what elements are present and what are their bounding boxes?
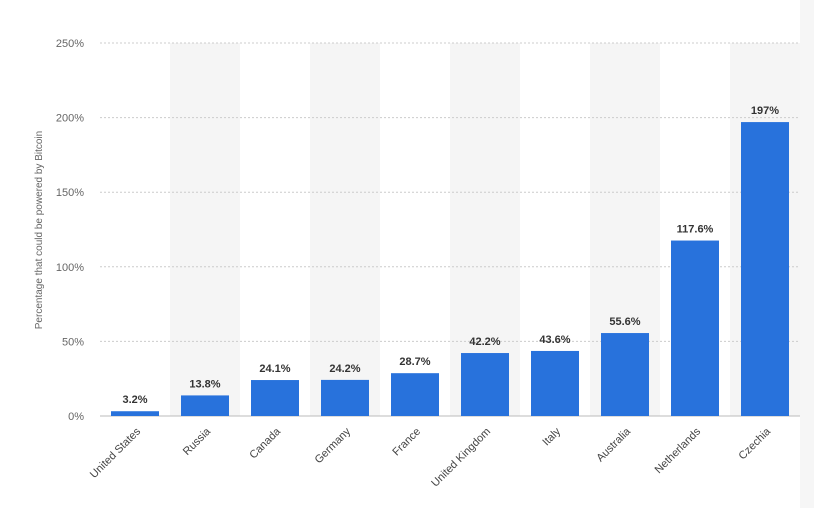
bar-czechia [741,122,789,417]
value-label: 24.1% [259,363,290,375]
value-label: 42.2% [469,336,500,348]
x-tick-label: Russia [181,425,214,458]
value-label: 24.2% [329,363,360,375]
bar-germany [321,379,369,416]
x-tick-label: Germany [313,425,354,466]
bar-russia [181,395,229,416]
bar-canada [251,380,299,416]
value-label: 3.2% [122,394,147,406]
value-label: 117.6% [677,224,714,236]
x-tick-label: Netherlands [653,425,704,476]
value-label: 197% [751,105,779,117]
x-tick-label: France [390,426,423,459]
value-label: 55.6% [609,316,640,328]
bar-united-states [111,411,159,416]
bar-netherlands [671,240,719,416]
y-tick-label: 0% [68,411,84,423]
x-tick-label: Czechia [737,425,774,462]
value-label: 43.6% [539,334,570,346]
y-axis-title: Percentage that could be powered by Bitc… [34,131,45,329]
bar-australia [601,333,649,416]
y-axis-ticks: 0% 50% 100% 150% 200% 250% [56,38,84,423]
x-tick-label: Canada [247,425,283,461]
x-tick-label: Italy [540,425,563,448]
bar-united-kingdom [461,353,509,416]
y-tick-label: 250% [56,38,84,50]
right-edge-strip [800,0,814,508]
x-tick-label: United States [88,425,144,481]
x-tick-label: United Kingdom [429,426,493,490]
x-tick-label: Australia [594,425,633,464]
bars [111,122,789,417]
band-3 [310,43,380,416]
bar-france [391,373,439,416]
y-tick-label: 200% [56,113,84,125]
value-label: 28.7% [399,356,430,368]
band-1 [170,43,240,416]
value-labels: 3.2% 13.8% 24.1% 24.2% 28.7% 42.2% 43.6% 55.6% 1… [122,105,779,406]
y-tick-label: 50% [62,336,84,348]
x-axis-labels: United States Russia Canada Germany France Un… [88,425,774,489]
y-tick-label: 100% [56,262,84,274]
y-tick-label: 150% [56,187,84,199]
value-label: 13.8% [189,378,220,390]
bar-italy [531,350,579,416]
